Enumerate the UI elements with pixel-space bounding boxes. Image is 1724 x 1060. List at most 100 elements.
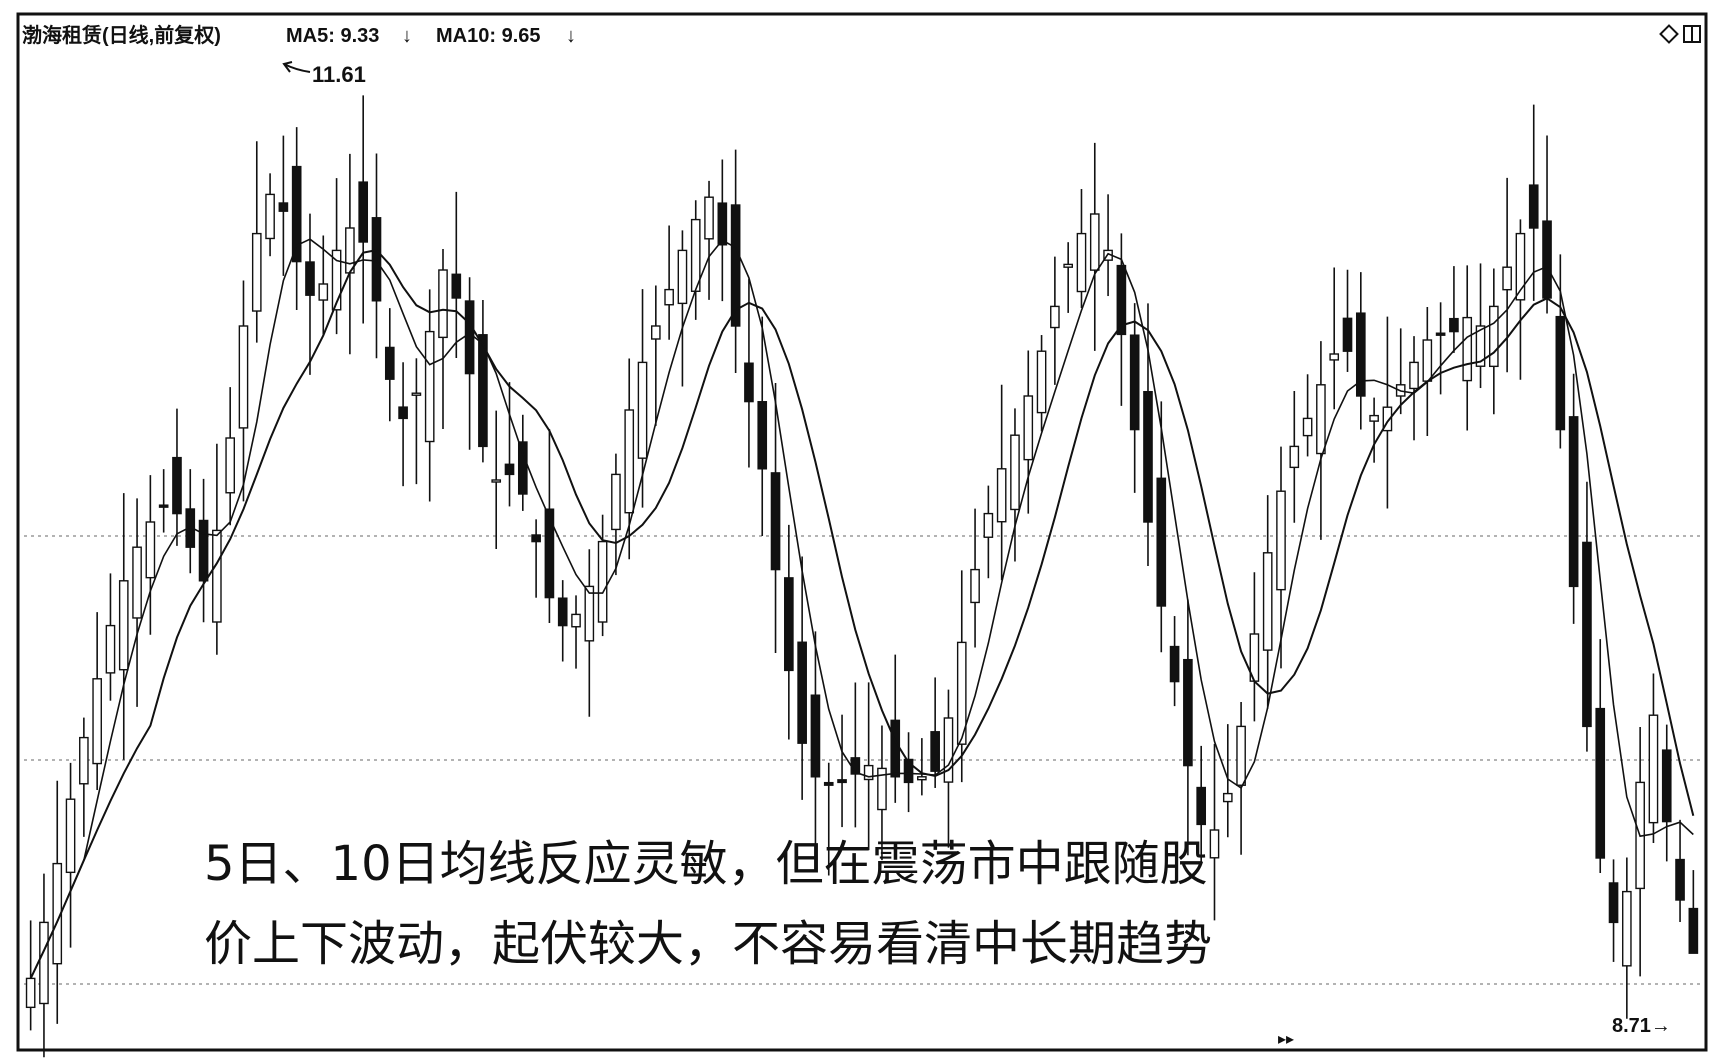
- candle: [478, 300, 488, 463]
- high-marker-arrow-icon: [282, 61, 311, 73]
- candle: [983, 485, 994, 579]
- window-icon[interactable]: [1683, 25, 1701, 43]
- candle: [411, 358, 422, 485]
- candle: [571, 595, 581, 669]
- candle: [557, 580, 568, 662]
- candle: [1661, 724, 1672, 862]
- candle: [1089, 142, 1100, 351]
- candle: [1183, 599, 1193, 856]
- candle: [358, 95, 369, 324]
- candle: [1622, 857, 1632, 1019]
- candle: [1648, 673, 1659, 844]
- candle: [1502, 177, 1512, 373]
- candle: [611, 453, 621, 576]
- candle: [877, 725, 887, 861]
- candle: [291, 127, 302, 310]
- candle: [1023, 350, 1034, 514]
- candle: [212, 443, 222, 655]
- candle: [198, 478, 209, 623]
- candle: [185, 469, 196, 574]
- candle: [25, 920, 36, 1031]
- candle: [1209, 743, 1220, 921]
- candle: [1528, 104, 1539, 301]
- candle: [1382, 316, 1393, 509]
- chart-border: [16, 12, 1708, 1052]
- candle: [704, 180, 714, 300]
- candle: [717, 159, 728, 302]
- candle: [251, 141, 262, 343]
- candle: [1688, 870, 1699, 954]
- candle: [970, 508, 980, 648]
- candle: [504, 382, 515, 507]
- candle: [1435, 302, 1446, 395]
- candle: [584, 549, 595, 717]
- candle: [1236, 702, 1246, 855]
- ma5-legend: MA5: 9.33: [286, 25, 379, 47]
- candle: [278, 135, 289, 276]
- candle: [1489, 268, 1499, 415]
- candle: [158, 469, 169, 533]
- candle: [398, 362, 408, 487]
- candle: [1342, 269, 1353, 372]
- candle: [1156, 401, 1167, 653]
- stock-name-label: 渤海租赁(日线,前复权): [22, 23, 221, 47]
- candle: [1262, 495, 1273, 709]
- candle: [664, 225, 674, 340]
- candle: [424, 289, 435, 502]
- candle: [744, 278, 754, 468]
- candle: [318, 235, 329, 335]
- ma10-legend: MA10: 9.65: [436, 25, 541, 47]
- candle: [637, 289, 648, 508]
- candle: [531, 519, 541, 598]
- candle: [172, 408, 182, 546]
- candle: [1462, 265, 1473, 431]
- candle: [1595, 639, 1606, 874]
- candle: [917, 738, 927, 796]
- candle: [1116, 233, 1127, 406]
- candle: [677, 230, 688, 387]
- candle: [757, 316, 768, 536]
- candle: [544, 429, 555, 624]
- low-price-marker: 8.71→: [1612, 1015, 1671, 1037]
- candle: [837, 714, 847, 828]
- candle: [1050, 256, 1060, 385]
- candle: [996, 384, 1007, 581]
- candle: [105, 573, 116, 701]
- annotation-line-1: 5日、10日均线反应灵敏，但在震荡市中跟随股: [204, 836, 1208, 892]
- candle: [438, 248, 448, 430]
- candle: [863, 682, 874, 851]
- candle: [651, 285, 661, 426]
- candle: [1475, 263, 1486, 389]
- candle: [1409, 336, 1419, 441]
- scroll-forward-icon[interactable]: ▸▸: [1278, 1031, 1294, 1048]
- candle: [132, 498, 142, 707]
- candle: [118, 493, 129, 760]
- candle: [225, 387, 235, 526]
- candle: [1675, 819, 1685, 922]
- candle: [1196, 745, 1207, 864]
- candle: [305, 213, 315, 375]
- diamond-icon[interactable]: [1659, 24, 1679, 44]
- candle: [65, 762, 76, 948]
- candle: [517, 414, 528, 511]
- candle: [238, 280, 249, 502]
- candle: [1289, 391, 1300, 523]
- candle: [145, 475, 156, 635]
- candle: [943, 689, 954, 848]
- candle: [1036, 335, 1047, 432]
- high-price-marker: 11.61: [312, 62, 366, 87]
- candle: [597, 514, 608, 637]
- candle: [1568, 373, 1579, 624]
- candle: [1515, 219, 1526, 380]
- candle: [770, 383, 781, 654]
- candle: [1169, 616, 1180, 707]
- candle: [265, 173, 275, 257]
- candle: [92, 612, 102, 790]
- candle: [451, 191, 462, 359]
- candle: [331, 178, 342, 335]
- candle: [1316, 341, 1326, 540]
- candle: [1276, 446, 1286, 669]
- ma10-arrow-icon: ↓: [566, 25, 576, 47]
- candle: [1222, 724, 1233, 838]
- candle: [371, 153, 382, 359]
